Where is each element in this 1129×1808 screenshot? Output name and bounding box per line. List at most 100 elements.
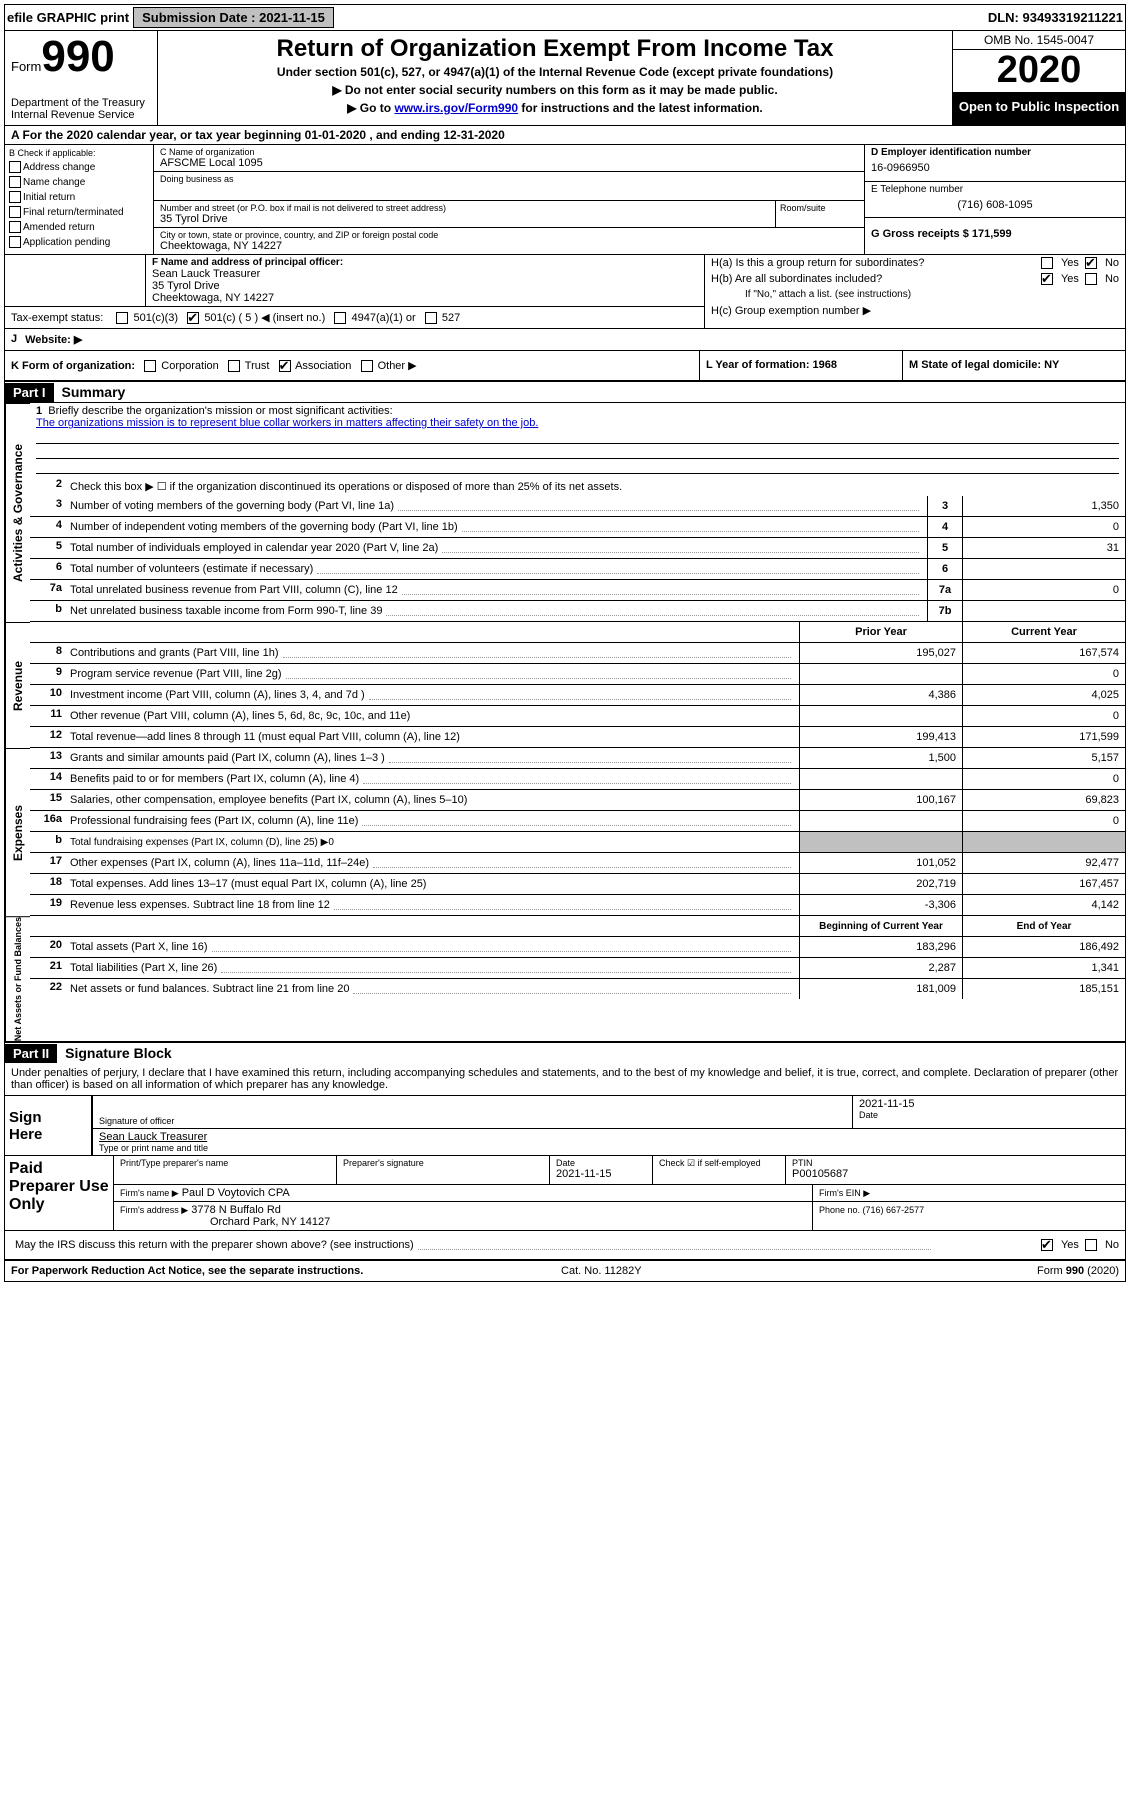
check-corp[interactable] xyxy=(144,360,156,372)
city-value: Cheektowaga, NY 14227 xyxy=(160,240,858,252)
ha-yes[interactable] xyxy=(1041,257,1053,269)
l13-prior: 1,500 xyxy=(799,748,962,768)
efile-label: efile GRAPHIC print xyxy=(7,10,129,25)
dba-label: Doing business as xyxy=(160,174,858,184)
sig-officer-label: Signature of officer xyxy=(99,1116,846,1126)
addr-label: Number and street (or P.O. box if mail i… xyxy=(160,203,769,213)
org-name-row: C Name of organization AFSCME Local 1095 xyxy=(154,145,864,172)
beg-year-head: Beginning of Current Year xyxy=(799,916,962,936)
form-number: Form 990 xyxy=(11,35,151,79)
line-14: 14Benefits paid to or for members (Part … xyxy=(30,769,1125,790)
ha-no[interactable] xyxy=(1085,257,1097,269)
check-4947[interactable] xyxy=(334,312,346,324)
sig-name-label: Type or print name and title xyxy=(99,1143,1119,1153)
l20-end: 186,492 xyxy=(962,937,1125,957)
l10-prior: 4,386 xyxy=(799,685,962,705)
line-7b: b Net unrelated business taxable income … xyxy=(30,601,1125,622)
note-goto: ▶ Go to www.irs.gov/Form990 for instruct… xyxy=(166,101,944,115)
line-13: 13Grants and similar amounts paid (Part … xyxy=(30,748,1125,769)
check-527[interactable] xyxy=(425,312,437,324)
principal-officer: F Name and address of principal officer:… xyxy=(146,255,704,306)
end-year-head: End of Year xyxy=(962,916,1125,936)
check-501c[interactable] xyxy=(187,312,199,324)
check-amended[interactable]: Amended return xyxy=(9,221,149,235)
l14-curr: 0 xyxy=(962,769,1125,789)
line-6: 6 Total number of volunteers (estimate i… xyxy=(30,559,1125,580)
goto-post: for instructions and the latest informat… xyxy=(518,101,763,115)
col-h: H(a) Is this a group return for subordin… xyxy=(704,255,1125,328)
l18-curr: 167,457 xyxy=(962,874,1125,894)
part1-row: Part I Summary xyxy=(5,382,1125,403)
mission-link[interactable]: The organizations mission is to represen… xyxy=(36,417,538,429)
check-other[interactable] xyxy=(361,360,373,372)
vtab-expenses: Expenses xyxy=(5,748,30,916)
paid-row-1: Print/Type preparer's name Preparer's si… xyxy=(114,1156,1125,1185)
l10-curr: 4,025 xyxy=(962,685,1125,705)
check-app-pending[interactable]: Application pending xyxy=(9,236,149,250)
section-fgh: F Name and address of principal officer:… xyxy=(5,255,1125,329)
sig-name-row: Sean Lauck Treasurer Type or print name … xyxy=(93,1129,1125,1155)
expenses-body: 13Grants and similar amounts paid (Part … xyxy=(30,748,1125,916)
signature-block: Under penalties of perjury, I declare th… xyxy=(5,1063,1125,1261)
section-bcd: B Check if applicable: Address change Na… xyxy=(5,145,1125,255)
city-label: City or town, state or province, country… xyxy=(160,230,858,240)
form990-link[interactable]: www.irs.gov/Form990 xyxy=(394,101,518,115)
paid-preparer-row: Paid Preparer Use Only Print/Type prepar… xyxy=(5,1156,1125,1231)
org-name-label: C Name of organization xyxy=(160,147,858,157)
form-header: Form 990 Department of the Treasury Inte… xyxy=(5,31,1125,126)
l-year: L Year of formation: 1968 xyxy=(699,351,902,380)
k-form-org: K Form of organization: Corporation Trus… xyxy=(5,351,699,380)
form-subtitle: Under section 501(c), 527, or 4947(a)(1)… xyxy=(166,65,944,79)
check-name-change[interactable]: Name change xyxy=(9,176,149,190)
l4-box: 4 xyxy=(927,517,962,537)
mission-num: 1 xyxy=(36,405,42,417)
website-row: J Website: ▶ xyxy=(5,329,1125,351)
city-row: City or town, state or province, country… xyxy=(154,228,864,254)
l6-box: 6 xyxy=(927,559,962,579)
firm-ein-label: Firm's EIN ▶ xyxy=(819,1188,870,1198)
l12-prior: 199,413 xyxy=(799,727,962,747)
l7b-desc: Net unrelated business taxable income fr… xyxy=(70,605,382,617)
part2-label: Part II xyxy=(5,1044,57,1063)
check-final-return[interactable]: Final return/terminated xyxy=(9,206,149,220)
hb-note: If "No," attach a list. (see instruction… xyxy=(745,289,911,300)
dln-label: DLN: 93493319211221 xyxy=(988,10,1123,25)
line-12: 12Total revenue—add lines 8 through 11 (… xyxy=(30,727,1125,748)
hb-yes[interactable] xyxy=(1041,273,1053,285)
part2-row: Part II Signature Block xyxy=(5,1043,1125,1063)
f-label: F Name and address of principal officer: xyxy=(152,257,698,268)
tax-exempt-row: Tax-exempt status: 501(c)(3) 501(c) ( 5 … xyxy=(5,306,704,328)
l2-num: 2 xyxy=(30,476,66,496)
footer-right: Form 990 (2020) xyxy=(1037,1265,1119,1277)
header-center: Return of Organization Exempt From Incom… xyxy=(158,31,952,125)
row-a-period: A For the 2020 calendar year, or tax yea… xyxy=(5,126,1125,145)
footer-mid: Cat. No. 11282Y xyxy=(561,1265,642,1277)
netassets-section: Net Assets or Fund Balances Beginning of… xyxy=(5,916,1125,1043)
check-address-change[interactable]: Address change xyxy=(9,161,149,175)
line-18: 18Total expenses. Add lines 13–17 (must … xyxy=(30,874,1125,895)
discuss-yes[interactable] xyxy=(1041,1239,1053,1251)
paid-row-3: Firm's address ▶ 3778 N Buffalo Rd Orcha… xyxy=(114,1202,1125,1230)
line-11: 11Other revenue (Part VIII, column (A), … xyxy=(30,706,1125,727)
l21-beg: 2,287 xyxy=(799,958,962,978)
check-initial-return[interactable]: Initial return xyxy=(9,191,149,205)
line-7a: 7a Total unrelated business revenue from… xyxy=(30,580,1125,601)
prior-year-head: Prior Year xyxy=(799,622,962,642)
l3-val: 1,350 xyxy=(962,496,1125,516)
paid-row-2: Firm's name ▶ Paul D Voytovich CPA Firm'… xyxy=(114,1185,1125,1202)
firm-addr1: 3778 N Buffalo Rd xyxy=(191,1204,281,1216)
l6-num: 6 xyxy=(30,559,66,579)
ha-row: H(a) Is this a group return for subordin… xyxy=(705,255,1125,271)
check-trust[interactable] xyxy=(228,360,240,372)
discuss-no[interactable] xyxy=(1085,1239,1097,1251)
submission-date-button[interactable]: Submission Date : 2021-11-15 xyxy=(133,7,334,28)
check-501c3[interactable] xyxy=(116,312,128,324)
hb-no[interactable] xyxy=(1085,273,1097,285)
check-assoc[interactable] xyxy=(279,360,291,372)
l7b-val xyxy=(962,601,1125,621)
line-9: 9Program service revenue (Part VIII, lin… xyxy=(30,664,1125,685)
phone-row: E Telephone number (716) 608-1095 xyxy=(865,182,1125,219)
tax-year: 2020 xyxy=(953,50,1125,93)
netassets-body: Beginning of Current Year End of Year 20… xyxy=(30,916,1125,1041)
l5-num: 5 xyxy=(30,538,66,558)
